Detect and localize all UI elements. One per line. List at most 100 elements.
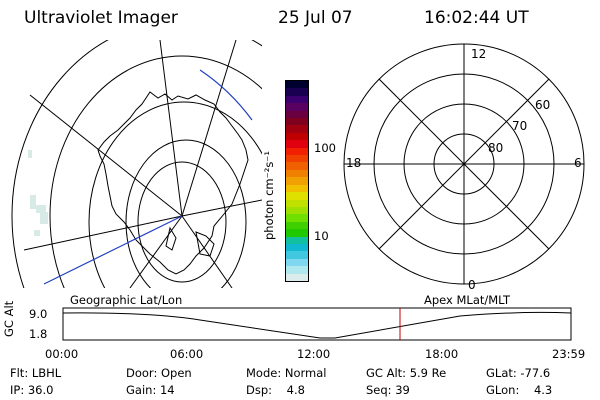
colorbar-segment <box>286 221 308 230</box>
colorbar-segment <box>286 110 308 119</box>
meridian-4 <box>181 199 262 217</box>
ice-shelf <box>165 226 177 251</box>
colorbar-segment <box>286 81 308 89</box>
meridian-5 <box>23 215 183 251</box>
timeline-ytick-9: 9.0 <box>29 307 48 321</box>
mlt-polar-dial: 12 18 6 0 60 70 80 <box>343 43 585 290</box>
dsp-value: 4.8 <box>286 383 305 397</box>
orbit-track-line <box>43 215 183 285</box>
geographic-caption: Geographic Lat/Lon <box>70 293 183 307</box>
ross-region <box>195 231 215 257</box>
colorbar-segment <box>286 162 308 170</box>
colorbar-tick-10: 10 <box>314 229 329 243</box>
colorbar-segment <box>286 258 308 267</box>
gcalt-label: GC Alt: <box>366 366 407 380</box>
lat-circle-outer <box>11 40 262 288</box>
color-scale-bar <box>285 80 309 282</box>
colorbar-segment <box>286 243 308 252</box>
lat-circle-inner1 <box>88 101 262 288</box>
colorbar-segment <box>286 273 308 281</box>
terminator-line <box>199 69 253 121</box>
glat-label: GLat: <box>486 366 517 380</box>
gain-info: Gain: 14 <box>126 383 175 397</box>
colorbar-segment <box>286 125 308 133</box>
colorbar-segment <box>286 155 308 163</box>
altitude-curve <box>62 311 572 339</box>
date-label: 25 Jul 07 <box>278 8 353 28</box>
glat-value: -77.6 <box>520 366 551 380</box>
colorbar-segment <box>286 229 308 237</box>
altitude-timeline <box>62 307 572 341</box>
geographic-map <box>11 40 262 288</box>
seq-label: Seq: <box>366 383 392 397</box>
seq-info: Seq: 39 <box>366 383 410 397</box>
colorbar-segment <box>286 132 308 141</box>
timeline-xtick-1200: 12:00 <box>297 347 331 361</box>
meridian-2 <box>159 40 183 217</box>
instrument-title: Ultraviolet Imager <box>24 8 178 28</box>
timeline-xtick-0600: 06:00 <box>170 347 204 361</box>
colorbar-unit-label: photon cm⁻²s⁻¹ <box>262 151 276 240</box>
lat-circle-mid <box>49 55 262 288</box>
door-info: Door: Open <box>126 366 192 380</box>
ip-label: IP: <box>10 383 25 397</box>
glat-info: GLat: -77.6 <box>486 366 550 380</box>
mlt-line-diag-2 <box>378 78 550 250</box>
colorbar-segment <box>286 199 308 207</box>
colorbar-tick-100: 100 <box>314 141 336 155</box>
glon-info: GLon: 4.3 <box>486 383 552 397</box>
time-label: 16:02:44 UT <box>424 8 529 28</box>
dsp-label: Dsp: <box>246 383 273 397</box>
apex-caption: Apex MLat/MLT <box>424 293 511 307</box>
mode-info: Mode: Normal <box>246 366 326 380</box>
colorbar-segment <box>286 95 308 104</box>
colorbar-segment <box>286 184 308 193</box>
gcalt-info: GC Alt: 5.9 Re <box>366 366 446 380</box>
lat-circle-inner2 <box>125 139 247 288</box>
mode-label: Mode: <box>246 366 282 380</box>
mlat-label-60: 60 <box>535 98 550 112</box>
seq-value: 39 <box>395 383 410 397</box>
timeline-frame <box>62 307 572 341</box>
gain-value: 14 <box>159 383 175 397</box>
mlt-label-6: 6 <box>574 156 582 170</box>
uv-emission-patches <box>28 150 48 236</box>
colorbar-segment <box>286 214 308 222</box>
colorbar-segment <box>286 103 308 111</box>
gcalt-value: 5.9 Re <box>409 366 447 380</box>
timeline-xtick-1800: 18:00 <box>425 347 459 361</box>
meridian-6 <box>129 215 183 288</box>
lat-circle-inner3 <box>137 161 227 283</box>
colorbar-segment <box>286 177 308 185</box>
mlt-label-18: 18 <box>346 156 361 170</box>
filter-info: Flt: LBHL <box>10 366 61 380</box>
gain-label: Gain: <box>126 383 157 397</box>
timeline-xtick-2359: 23:59 <box>552 347 586 361</box>
mlat-label-80: 80 <box>488 141 503 155</box>
colorbar-segment <box>286 118 308 126</box>
mlt-label-0: 0 <box>468 278 476 290</box>
filter-value: LBHL <box>31 366 62 380</box>
colorbar-segment <box>286 169 308 178</box>
ip-info: IP: 36.0 <box>10 383 53 397</box>
antarctica-coast <box>97 91 249 275</box>
mode-value: Normal <box>284 366 327 380</box>
ip-value: 36.0 <box>27 383 54 397</box>
door-value: Open <box>160 366 192 380</box>
timeline-ytick-1-8: 1.8 <box>29 327 48 341</box>
colorbar-segment <box>286 251 308 259</box>
glon-value: 4.3 <box>533 383 553 397</box>
meridian-3 <box>181 40 237 217</box>
meridian-1 <box>29 94 183 217</box>
colorbar-segment <box>286 88 308 96</box>
colorbar-segment <box>286 266 308 274</box>
colorbar-segment <box>286 192 308 200</box>
colorbar-segment <box>286 140 308 148</box>
colorbar-segment <box>286 206 308 215</box>
mlt-label-12: 12 <box>471 47 486 61</box>
filter-label: Flt: <box>10 366 29 380</box>
colorbar-segment <box>286 236 308 244</box>
timeline-xtick-0000: 00:00 <box>45 347 79 361</box>
timeline-ylabel: GC Alt <box>2 300 16 337</box>
colorbar-segment <box>286 147 308 156</box>
